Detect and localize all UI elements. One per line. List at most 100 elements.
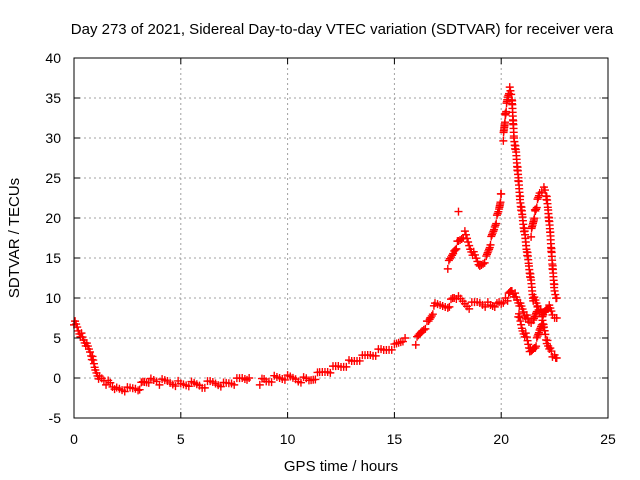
data-point bbox=[216, 382, 225, 391]
data-point bbox=[267, 378, 276, 387]
data-point bbox=[551, 290, 560, 299]
data-point bbox=[529, 314, 538, 323]
data-point bbox=[527, 232, 536, 241]
data-point bbox=[517, 320, 526, 329]
series-isolated bbox=[454, 207, 463, 216]
data-point bbox=[532, 333, 541, 342]
y-tick-label: 15 bbox=[45, 250, 61, 266]
data-point bbox=[497, 190, 506, 198]
data-point bbox=[516, 317, 525, 326]
data-point bbox=[532, 342, 541, 351]
data-point bbox=[465, 241, 474, 250]
data-point bbox=[515, 309, 523, 318]
data-point bbox=[530, 214, 539, 223]
series-spike-b bbox=[499, 83, 538, 303]
data-point bbox=[492, 211, 501, 220]
data-point bbox=[482, 252, 491, 261]
data-point bbox=[500, 118, 509, 127]
x-tick-label: 15 bbox=[387, 431, 403, 447]
data-point bbox=[452, 244, 461, 253]
data-point bbox=[483, 248, 492, 257]
data-point bbox=[255, 380, 264, 389]
data-point bbox=[421, 324, 430, 333]
data-point bbox=[144, 378, 153, 387]
data-point bbox=[543, 336, 552, 345]
grid-lines bbox=[74, 58, 608, 418]
data-point bbox=[531, 310, 540, 319]
data-point bbox=[245, 374, 254, 382]
x-tick-label: 25 bbox=[600, 431, 616, 447]
y-tick-label: 20 bbox=[45, 210, 61, 226]
series-tail-d bbox=[514, 301, 561, 356]
data-point bbox=[106, 378, 115, 387]
y-tick-label: 5 bbox=[53, 330, 61, 346]
data-point bbox=[482, 250, 491, 259]
data-point bbox=[552, 294, 561, 302]
data-point bbox=[120, 387, 129, 396]
data-point bbox=[448, 251, 457, 260]
data-point bbox=[537, 322, 546, 331]
data-point bbox=[486, 240, 495, 249]
chart-title: Day 273 of 2021, Sidereal Day-to-day VTE… bbox=[71, 21, 614, 38]
plot-frame bbox=[73, 57, 609, 419]
data-point bbox=[463, 234, 472, 243]
data-point bbox=[171, 382, 180, 391]
data-point bbox=[547, 307, 556, 316]
x-tick-label: 20 bbox=[493, 431, 509, 447]
data-point bbox=[451, 245, 460, 254]
data-point bbox=[342, 362, 351, 371]
y-tick-label: 30 bbox=[45, 130, 61, 146]
data-point bbox=[535, 326, 544, 334]
data-point bbox=[443, 303, 452, 312]
data-point bbox=[401, 334, 410, 342]
data-point bbox=[464, 238, 473, 246]
data-point bbox=[280, 375, 289, 384]
data-point bbox=[538, 312, 547, 321]
data-point bbox=[443, 264, 452, 273]
data-point bbox=[461, 230, 470, 239]
data-point bbox=[521, 329, 530, 338]
data-point bbox=[515, 313, 524, 322]
data-point bbox=[505, 83, 514, 92]
series-main-2 bbox=[255, 334, 410, 389]
data-point bbox=[102, 380, 111, 389]
x-tick-label: 0 bbox=[70, 431, 78, 447]
data-point bbox=[479, 259, 488, 268]
series-tail-b bbox=[527, 183, 561, 303]
data-point bbox=[552, 314, 561, 322]
data-point bbox=[427, 311, 436, 320]
data-point bbox=[540, 326, 549, 335]
data-point bbox=[487, 230, 496, 239]
data-point bbox=[530, 312, 539, 321]
data-point bbox=[507, 90, 516, 99]
data-point bbox=[86, 348, 95, 356]
data-point bbox=[155, 380, 164, 389]
data-point bbox=[88, 352, 97, 361]
data-point bbox=[480, 258, 489, 267]
y-tick-label: 40 bbox=[45, 50, 61, 66]
data-point bbox=[428, 310, 437, 319]
x-tick-label: 10 bbox=[280, 431, 296, 447]
data-point bbox=[77, 329, 86, 338]
data-point bbox=[532, 203, 541, 212]
x-axis-label: GPS time / hours bbox=[284, 458, 398, 475]
data-point bbox=[540, 186, 549, 195]
y-tick-label: 0 bbox=[53, 370, 61, 386]
data-point bbox=[529, 316, 538, 325]
data-point bbox=[523, 336, 532, 345]
y-tick-label: 10 bbox=[45, 290, 61, 306]
data-point bbox=[311, 375, 320, 384]
data-point bbox=[419, 325, 428, 334]
axis-ticks: 0 5 10 15 20 25 -5 0 5 10 15 20 25 30 35 40 bbox=[45, 50, 616, 447]
data-point bbox=[532, 299, 541, 308]
data-point bbox=[454, 207, 463, 216]
data-point bbox=[411, 340, 420, 349]
data-point bbox=[511, 289, 520, 298]
data-point bbox=[533, 332, 542, 341]
data-point bbox=[536, 324, 545, 333]
data-point bbox=[296, 378, 305, 387]
data-point bbox=[499, 136, 508, 145]
data-point bbox=[534, 330, 543, 339]
data-point bbox=[200, 383, 209, 392]
